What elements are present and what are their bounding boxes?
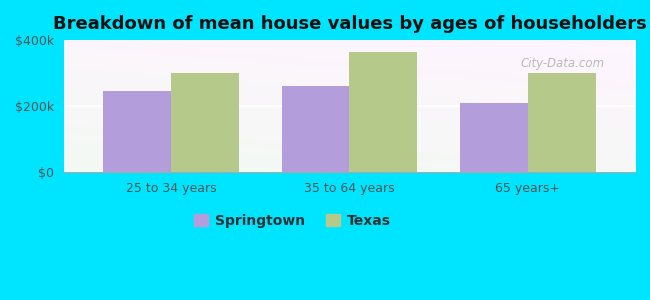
Bar xyxy=(460,103,528,172)
Text: City-Data.com: City-Data.com xyxy=(521,57,605,70)
Bar xyxy=(528,73,596,172)
Bar xyxy=(171,73,239,172)
Bar xyxy=(350,52,417,172)
Legend: Springtown, Texas: Springtown, Texas xyxy=(188,208,396,233)
Bar xyxy=(281,86,350,172)
Title: Breakdown of mean house values by ages of householders: Breakdown of mean house values by ages o… xyxy=(53,15,646,33)
Bar xyxy=(103,91,171,172)
